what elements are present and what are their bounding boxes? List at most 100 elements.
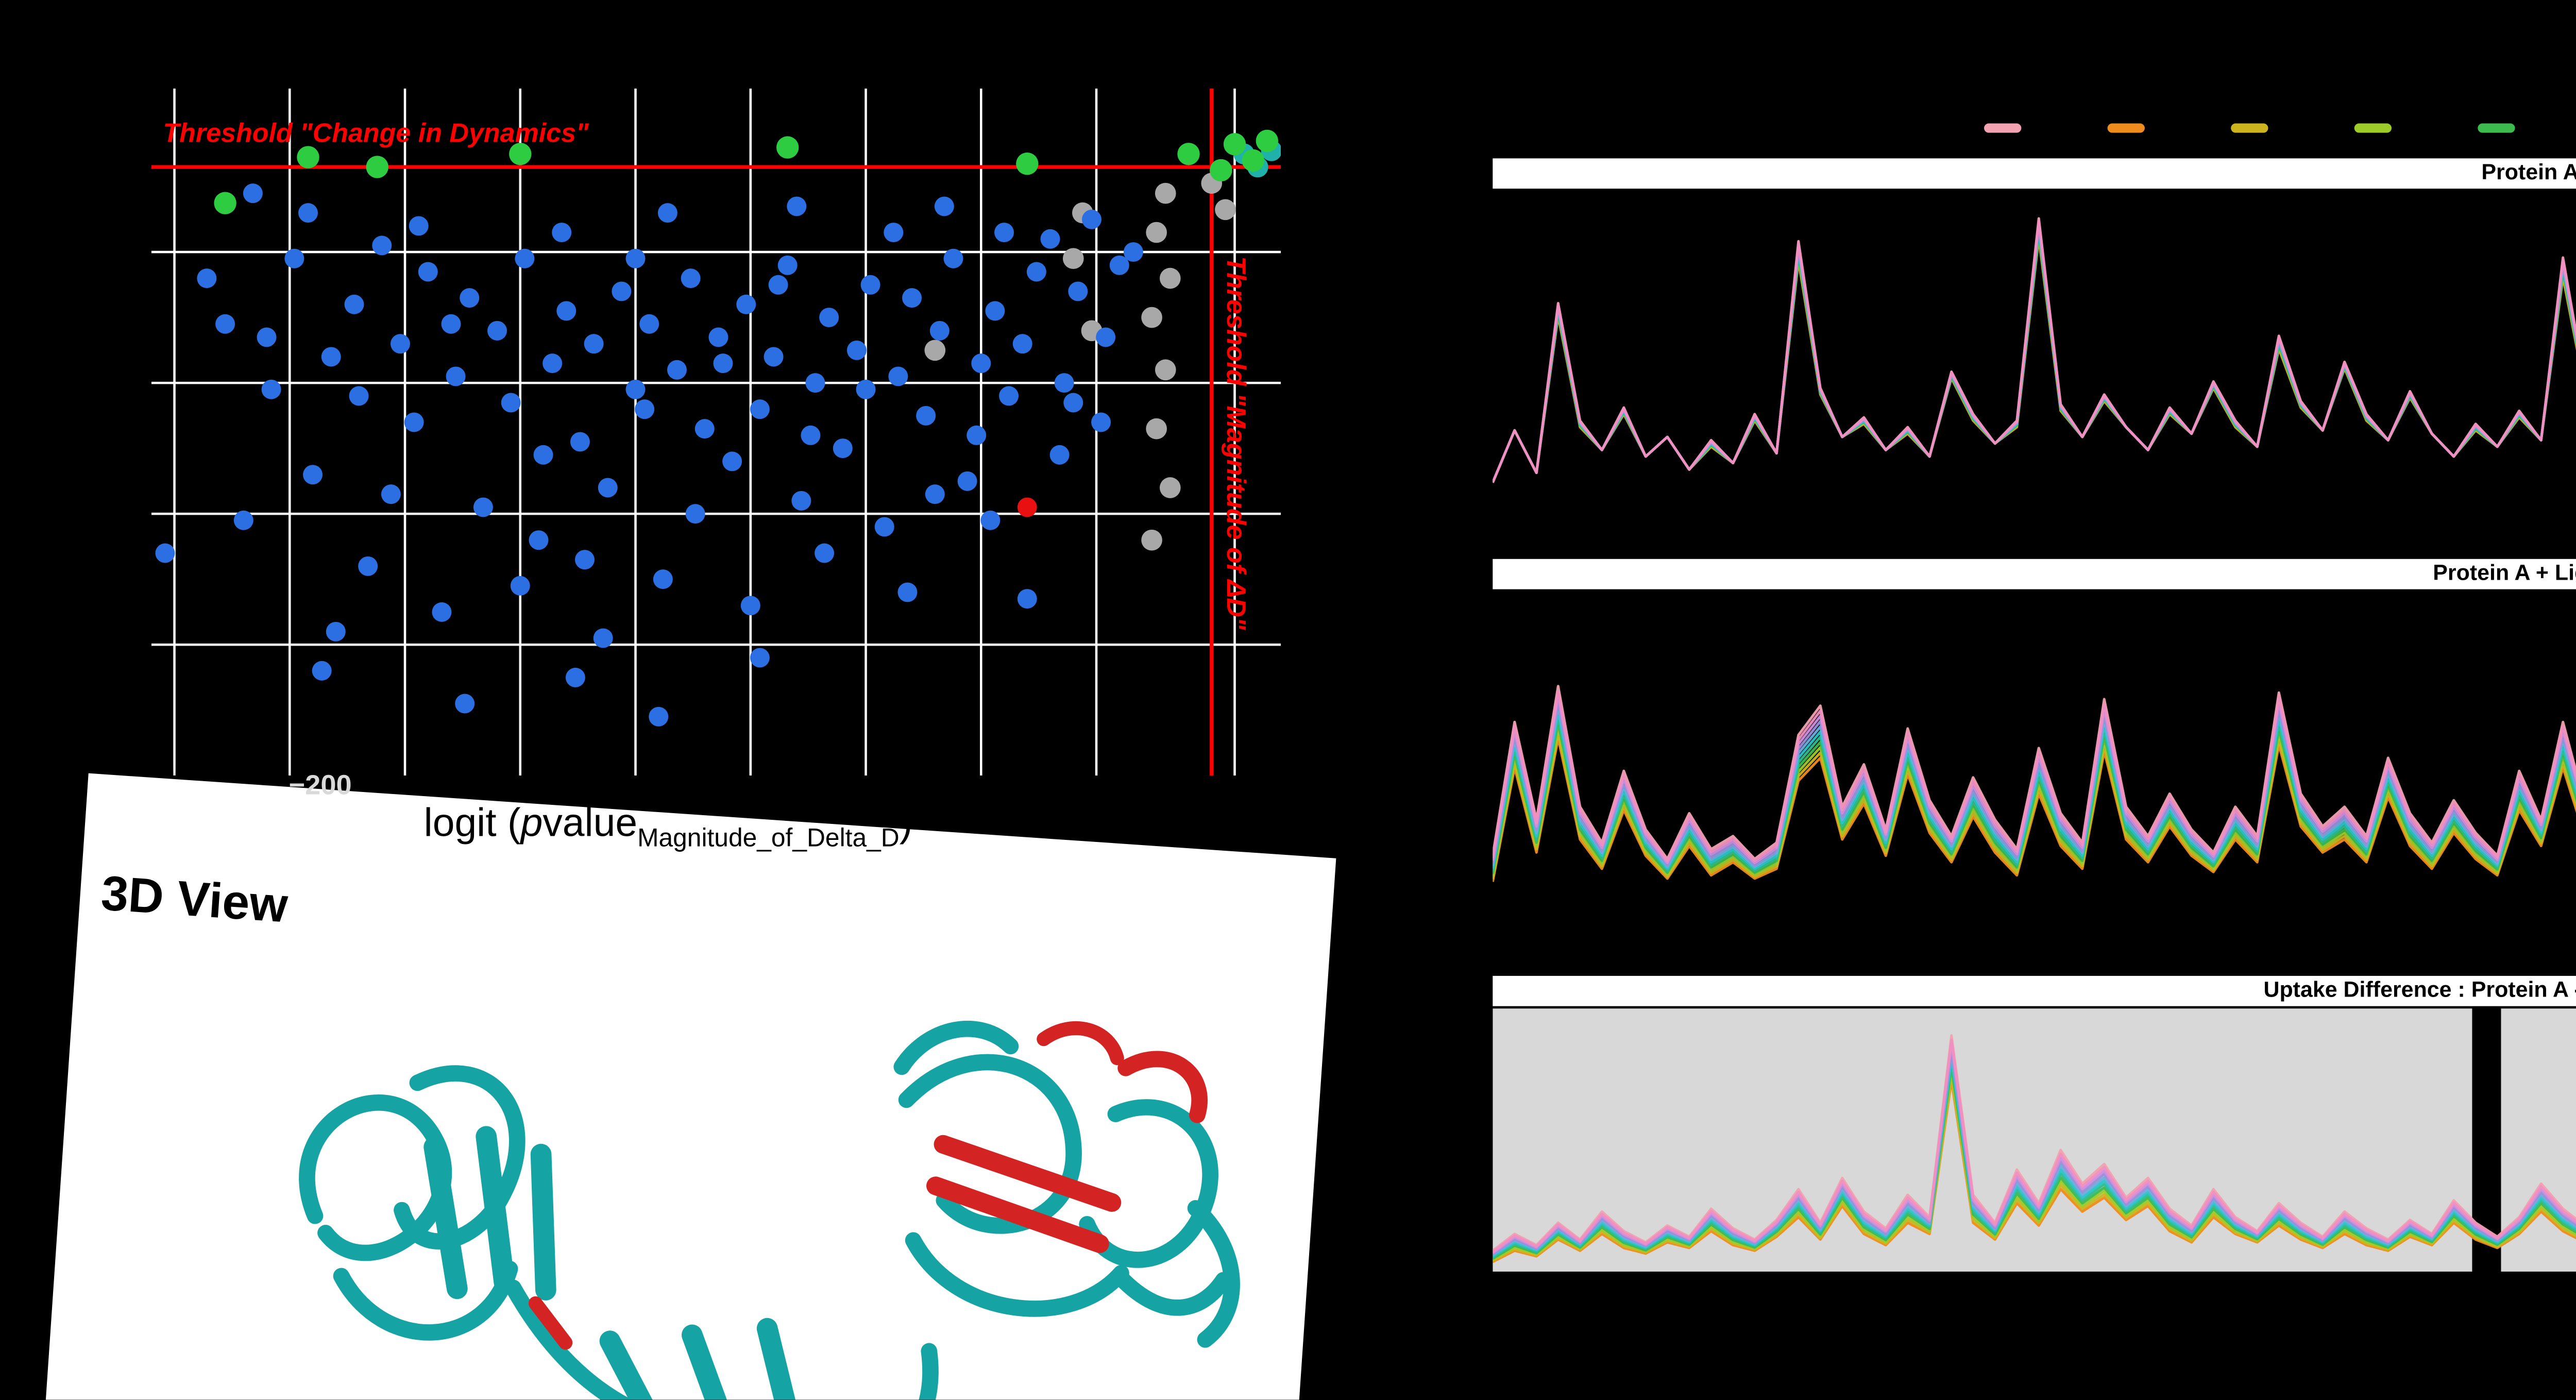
scatter-point-blue[interactable] — [584, 334, 604, 354]
scatter-point-blue[interactable] — [635, 399, 655, 419]
scatter-point-blue[interactable] — [801, 425, 821, 445]
scatter-point-blue[interactable] — [1012, 334, 1032, 354]
scatter-point-blue[interactable] — [967, 425, 987, 445]
scatter-point-blue[interactable] — [764, 347, 784, 367]
scatter-point-blue[interactable] — [791, 491, 811, 511]
scatter-point-blue[interactable] — [625, 379, 646, 399]
scatter-point-blue[interactable] — [897, 582, 918, 602]
scatter-point-red[interactable] — [1017, 497, 1037, 517]
scatter-point-blue[interactable] — [1068, 281, 1088, 301]
scatter-point-blue[interactable] — [510, 576, 530, 596]
scatter-point-green[interactable] — [297, 146, 319, 168]
scatter-point-blue[interactable] — [985, 301, 1005, 321]
scatter-point-blue[interactable] — [713, 353, 733, 374]
scatter-point-gray[interactable] — [1159, 477, 1181, 498]
scatter-point-gray[interactable] — [1155, 359, 1176, 381]
scatter-point-blue[interactable] — [574, 550, 595, 570]
scatter-point-blue[interactable] — [284, 248, 304, 268]
scatter-point-blue[interactable] — [639, 314, 659, 334]
scatter-point-gray[interactable] — [1062, 248, 1084, 269]
scatter-point-blue[interactable] — [321, 347, 341, 367]
scatter-point-blue[interactable] — [667, 360, 687, 380]
scatter-point-gray[interactable] — [1215, 199, 1236, 221]
legend-swatch[interactable] — [2107, 123, 2145, 132]
scatter-point-blue[interactable] — [612, 281, 632, 301]
scatter-point-blue[interactable] — [515, 248, 535, 268]
uptake-series-line[interactable] — [1493, 1065, 2576, 1260]
scatter-point-blue[interactable] — [441, 314, 461, 334]
scatter-point-green[interactable] — [1210, 159, 1232, 182]
scatter-point-blue[interactable] — [736, 294, 756, 314]
scatter-point-blue[interactable] — [971, 353, 991, 374]
scatter-point-gray[interactable] — [1141, 307, 1162, 328]
scatter-point-blue[interactable] — [446, 366, 466, 386]
scatter-point-blue[interactable] — [404, 412, 424, 432]
uptake-chart-protein-a[interactable] — [1493, 193, 2576, 550]
scatter-point-gray[interactable] — [924, 340, 946, 361]
scatter-point-blue[interactable] — [155, 543, 175, 563]
scatter-point-blue[interactable] — [653, 569, 673, 589]
uptake-series-line[interactable] — [1493, 1038, 2576, 1254]
scatter-point-blue[interactable] — [943, 248, 963, 268]
scatter-point-green[interactable] — [1223, 133, 1246, 156]
scatter-point-blue[interactable] — [358, 556, 378, 576]
scatter-point-blue[interactable] — [999, 386, 1019, 406]
scatter-point-blue[interactable] — [391, 334, 410, 354]
scatter-point-blue[interactable] — [916, 406, 936, 426]
scatter-point-blue[interactable] — [925, 484, 945, 504]
scatter-point-gray[interactable] — [1155, 182, 1176, 204]
scatter-point-blue[interactable] — [409, 216, 429, 236]
scatter-point-green[interactable] — [1242, 149, 1264, 172]
uptake-series-line[interactable] — [1493, 1070, 2576, 1261]
scatter-point-blue[interactable] — [552, 223, 572, 243]
scatter-point-blue[interactable] — [833, 438, 853, 459]
scatter-point-blue[interactable] — [685, 504, 705, 524]
scatter-point-gray[interactable] — [1146, 222, 1167, 243]
scatter-point-green[interactable] — [1256, 129, 1279, 153]
scatter-point-blue[interactable] — [805, 373, 825, 393]
legend-swatch[interactable] — [2354, 123, 2392, 132]
scatter-point-blue[interactable] — [1081, 209, 1101, 229]
scatter-point-blue[interactable] — [681, 268, 701, 289]
scatter-point-blue[interactable] — [233, 510, 253, 530]
scatter-point-blue[interactable] — [565, 667, 585, 687]
scatter-point-blue[interactable] — [1063, 393, 1083, 413]
scatter-point-blue[interactable] — [303, 465, 323, 485]
scatter-point-blue[interactable] — [740, 596, 760, 616]
volcano-plot[interactable] — [151, 88, 1281, 776]
uptake-series-line[interactable] — [1493, 1078, 2576, 1263]
scatter-point-blue[interactable] — [298, 203, 318, 223]
uptake-chart-protein-a-ligand[interactable] — [1493, 594, 2576, 957]
scatter-point-blue[interactable] — [529, 530, 549, 550]
scatter-point-blue[interactable] — [1017, 589, 1037, 609]
scatter-point-blue[interactable] — [625, 248, 646, 268]
scatter-point-blue[interactable] — [1123, 242, 1143, 262]
scatter-point-green[interactable] — [1016, 153, 1039, 175]
scatter-point-blue[interactable] — [349, 386, 369, 406]
uptake-difference-chart[interactable] — [1493, 1008, 2576, 1272]
scatter-point-blue[interactable] — [1091, 412, 1111, 432]
scatter-point-blue[interactable] — [257, 327, 277, 347]
scatter-point-blue[interactable] — [543, 353, 563, 374]
scatter-point-green[interactable] — [776, 136, 799, 159]
uptake-series-line[interactable] — [1493, 1074, 2576, 1262]
scatter-point-gray[interactable] — [1141, 529, 1162, 551]
scatter-point-blue[interactable] — [860, 275, 880, 295]
scatter-point-blue[interactable] — [215, 314, 235, 334]
scatter-point-blue[interactable] — [874, 517, 894, 537]
uptake-series-line[interactable] — [1493, 647, 2576, 874]
scatter-point-blue[interactable] — [957, 471, 977, 491]
structure-3d-panel[interactable]: 3D View — [39, 773, 1336, 1400]
scatter-point-blue[interactable] — [980, 510, 1001, 530]
scatter-point-blue[interactable] — [1054, 373, 1074, 393]
scatter-point-green[interactable] — [1177, 143, 1200, 165]
scatter-point-blue[interactable] — [473, 497, 493, 517]
scatter-point-blue[interactable] — [261, 379, 281, 399]
scatter-point-blue[interactable] — [197, 268, 217, 289]
scatter-point-blue[interactable] — [598, 478, 618, 498]
scatter-point-gray[interactable] — [1159, 267, 1181, 289]
scatter-point-blue[interactable] — [460, 288, 480, 308]
scatter-point-blue[interactable] — [1040, 229, 1060, 249]
scatter-point-blue[interactable] — [570, 432, 590, 452]
scatter-point-blue[interactable] — [455, 694, 475, 714]
